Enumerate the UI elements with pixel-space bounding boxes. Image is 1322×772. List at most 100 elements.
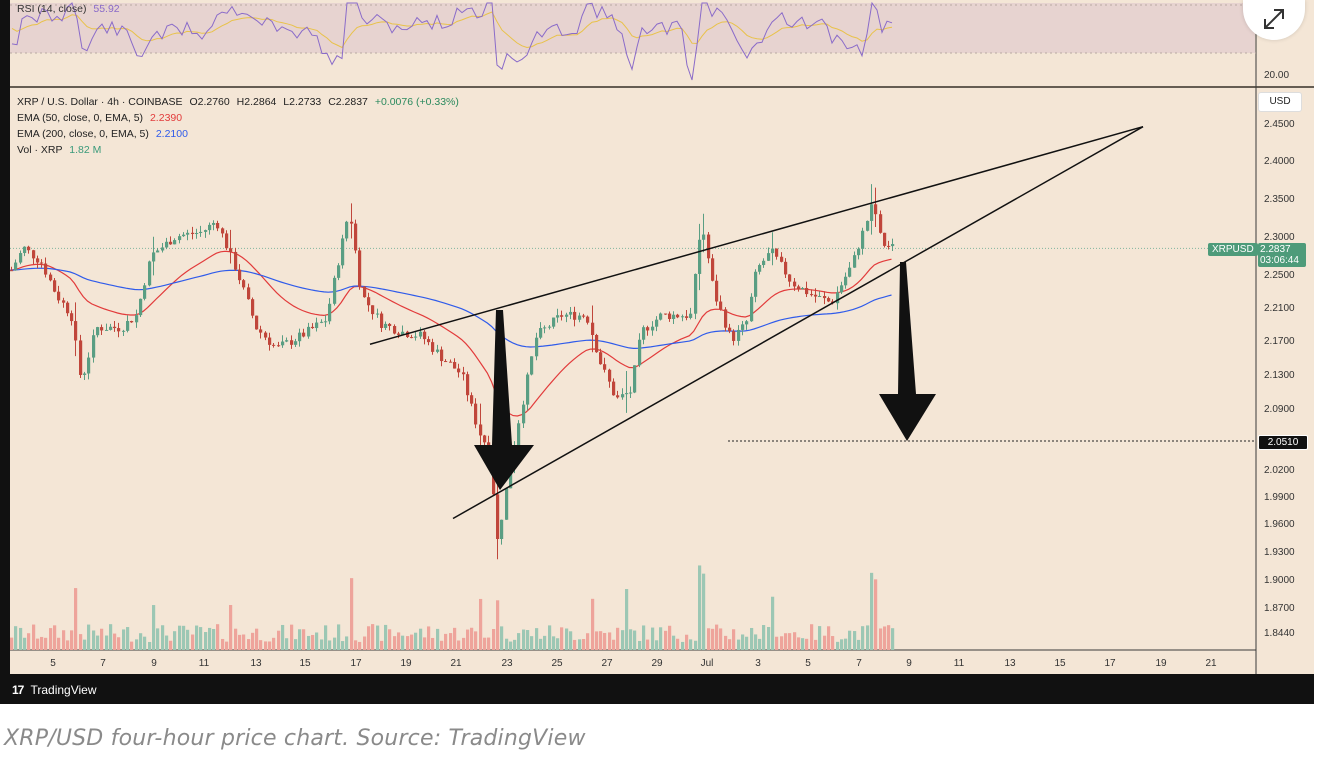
x-tick-label: 21 xyxy=(450,658,462,669)
x-axis-labels: 5 7 9 11 13 15 17 19 21 23 25 27 29 Jul 3 5 7 9 11 13 15 17 19… xyxy=(50,658,1217,669)
candle-body xyxy=(565,314,569,317)
candle-body xyxy=(341,238,345,266)
volume-bar xyxy=(771,596,775,650)
volume-bar xyxy=(70,630,74,650)
candle-body xyxy=(844,276,848,286)
volume-bar xyxy=(268,641,272,650)
candle-body xyxy=(552,317,556,327)
candle-body xyxy=(659,313,663,320)
candle-body xyxy=(105,329,109,331)
volume-bar xyxy=(517,633,521,650)
candle-body xyxy=(156,250,160,253)
volume-bar xyxy=(621,630,625,650)
candle-body xyxy=(152,252,156,262)
candle-body xyxy=(320,321,324,323)
volume-bar xyxy=(14,626,18,650)
candle-body xyxy=(191,232,195,235)
candle-body xyxy=(616,395,620,398)
candle-body xyxy=(879,214,883,233)
candle-body xyxy=(569,311,573,315)
volume-bar xyxy=(169,640,173,650)
candle-body xyxy=(874,204,878,215)
volume-bar xyxy=(836,641,840,650)
candle-body xyxy=(285,340,289,342)
candle-body xyxy=(345,221,349,239)
volume-bar xyxy=(66,640,70,650)
candle-body xyxy=(758,265,762,272)
y-tick-label: 2.1700 xyxy=(1264,336,1295,347)
wedge-upper-line xyxy=(369,125,1144,345)
candle-body xyxy=(754,271,758,297)
volume-bar xyxy=(44,637,48,650)
volume-bar xyxy=(173,631,177,650)
volume-bar xyxy=(204,632,208,650)
candle-body xyxy=(294,341,298,345)
candle-body xyxy=(522,404,526,424)
candle-body xyxy=(775,248,779,257)
volume-bar xyxy=(427,626,431,650)
tradingview-brand: 17 TradingView xyxy=(12,683,97,697)
candle-body xyxy=(517,423,521,446)
candle-body xyxy=(186,232,190,235)
candle-body xyxy=(694,273,698,314)
candle-body xyxy=(633,365,637,393)
candle-body xyxy=(509,468,513,489)
x-tick-label: 13 xyxy=(1004,658,1016,669)
last-price-value: 2.2837 xyxy=(1260,244,1291,255)
volume-bar xyxy=(543,635,547,650)
volume-bar xyxy=(92,630,96,650)
volume-bar xyxy=(737,639,741,650)
volume-bar xyxy=(496,600,500,650)
ema50-label: EMA (50, close, 0, EMA, 5) xyxy=(17,112,144,124)
candle-body xyxy=(728,327,732,332)
volume-bar xyxy=(470,627,474,650)
x-tick-label: 21 xyxy=(1205,658,1217,669)
volume-bar xyxy=(165,635,169,650)
candle-body xyxy=(427,339,431,343)
candle-body xyxy=(117,328,121,332)
candle-body xyxy=(685,316,689,318)
volume-bar xyxy=(83,639,87,650)
candle-body xyxy=(92,335,96,358)
candle-body xyxy=(582,315,586,317)
tradingview-logo-icon: 17 xyxy=(12,683,24,697)
volume-bar xyxy=(122,629,126,650)
volume-bar xyxy=(509,641,513,650)
candle-body xyxy=(664,313,668,315)
x-tick-label: Jul xyxy=(701,658,714,669)
candle-body xyxy=(470,395,474,404)
candle-body xyxy=(771,248,775,254)
x-tick-label: 9 xyxy=(151,658,157,669)
volume-bar xyxy=(367,626,371,650)
volume-bar xyxy=(548,625,552,650)
candle-body xyxy=(711,258,715,281)
volume-bar xyxy=(681,641,685,650)
candle-body xyxy=(440,349,444,362)
volume-bar xyxy=(599,631,603,650)
volume-bar xyxy=(870,572,874,650)
volume-bar xyxy=(242,634,246,650)
volume-bar xyxy=(431,637,435,650)
volume-bar xyxy=(238,634,242,650)
volume-bar xyxy=(823,635,827,650)
x-axis-bg xyxy=(10,650,1314,674)
volume-bar xyxy=(414,632,418,650)
ema50-value: 2.2390 xyxy=(149,112,183,124)
candle-body xyxy=(681,316,685,318)
ema50-row: EMA (50, close, 0, EMA, 5) 2.2390 xyxy=(17,110,459,126)
candle-body xyxy=(199,231,203,233)
volume-bar xyxy=(595,631,599,650)
ema-lines xyxy=(9,250,892,417)
ohlc-open: O2.2760 xyxy=(189,96,230,108)
volume-bar xyxy=(685,634,689,650)
x-tick-label: 7 xyxy=(856,658,862,669)
volume-bar xyxy=(784,633,788,650)
currency-button[interactable]: USD xyxy=(1258,92,1302,112)
candle-body xyxy=(612,381,616,396)
volume-bar xyxy=(208,627,212,650)
volume-bar xyxy=(195,625,199,650)
expand-icon xyxy=(1264,9,1284,29)
volume-bar xyxy=(638,640,642,650)
candle-body xyxy=(707,234,711,259)
x-tick-label: 25 xyxy=(551,658,563,669)
